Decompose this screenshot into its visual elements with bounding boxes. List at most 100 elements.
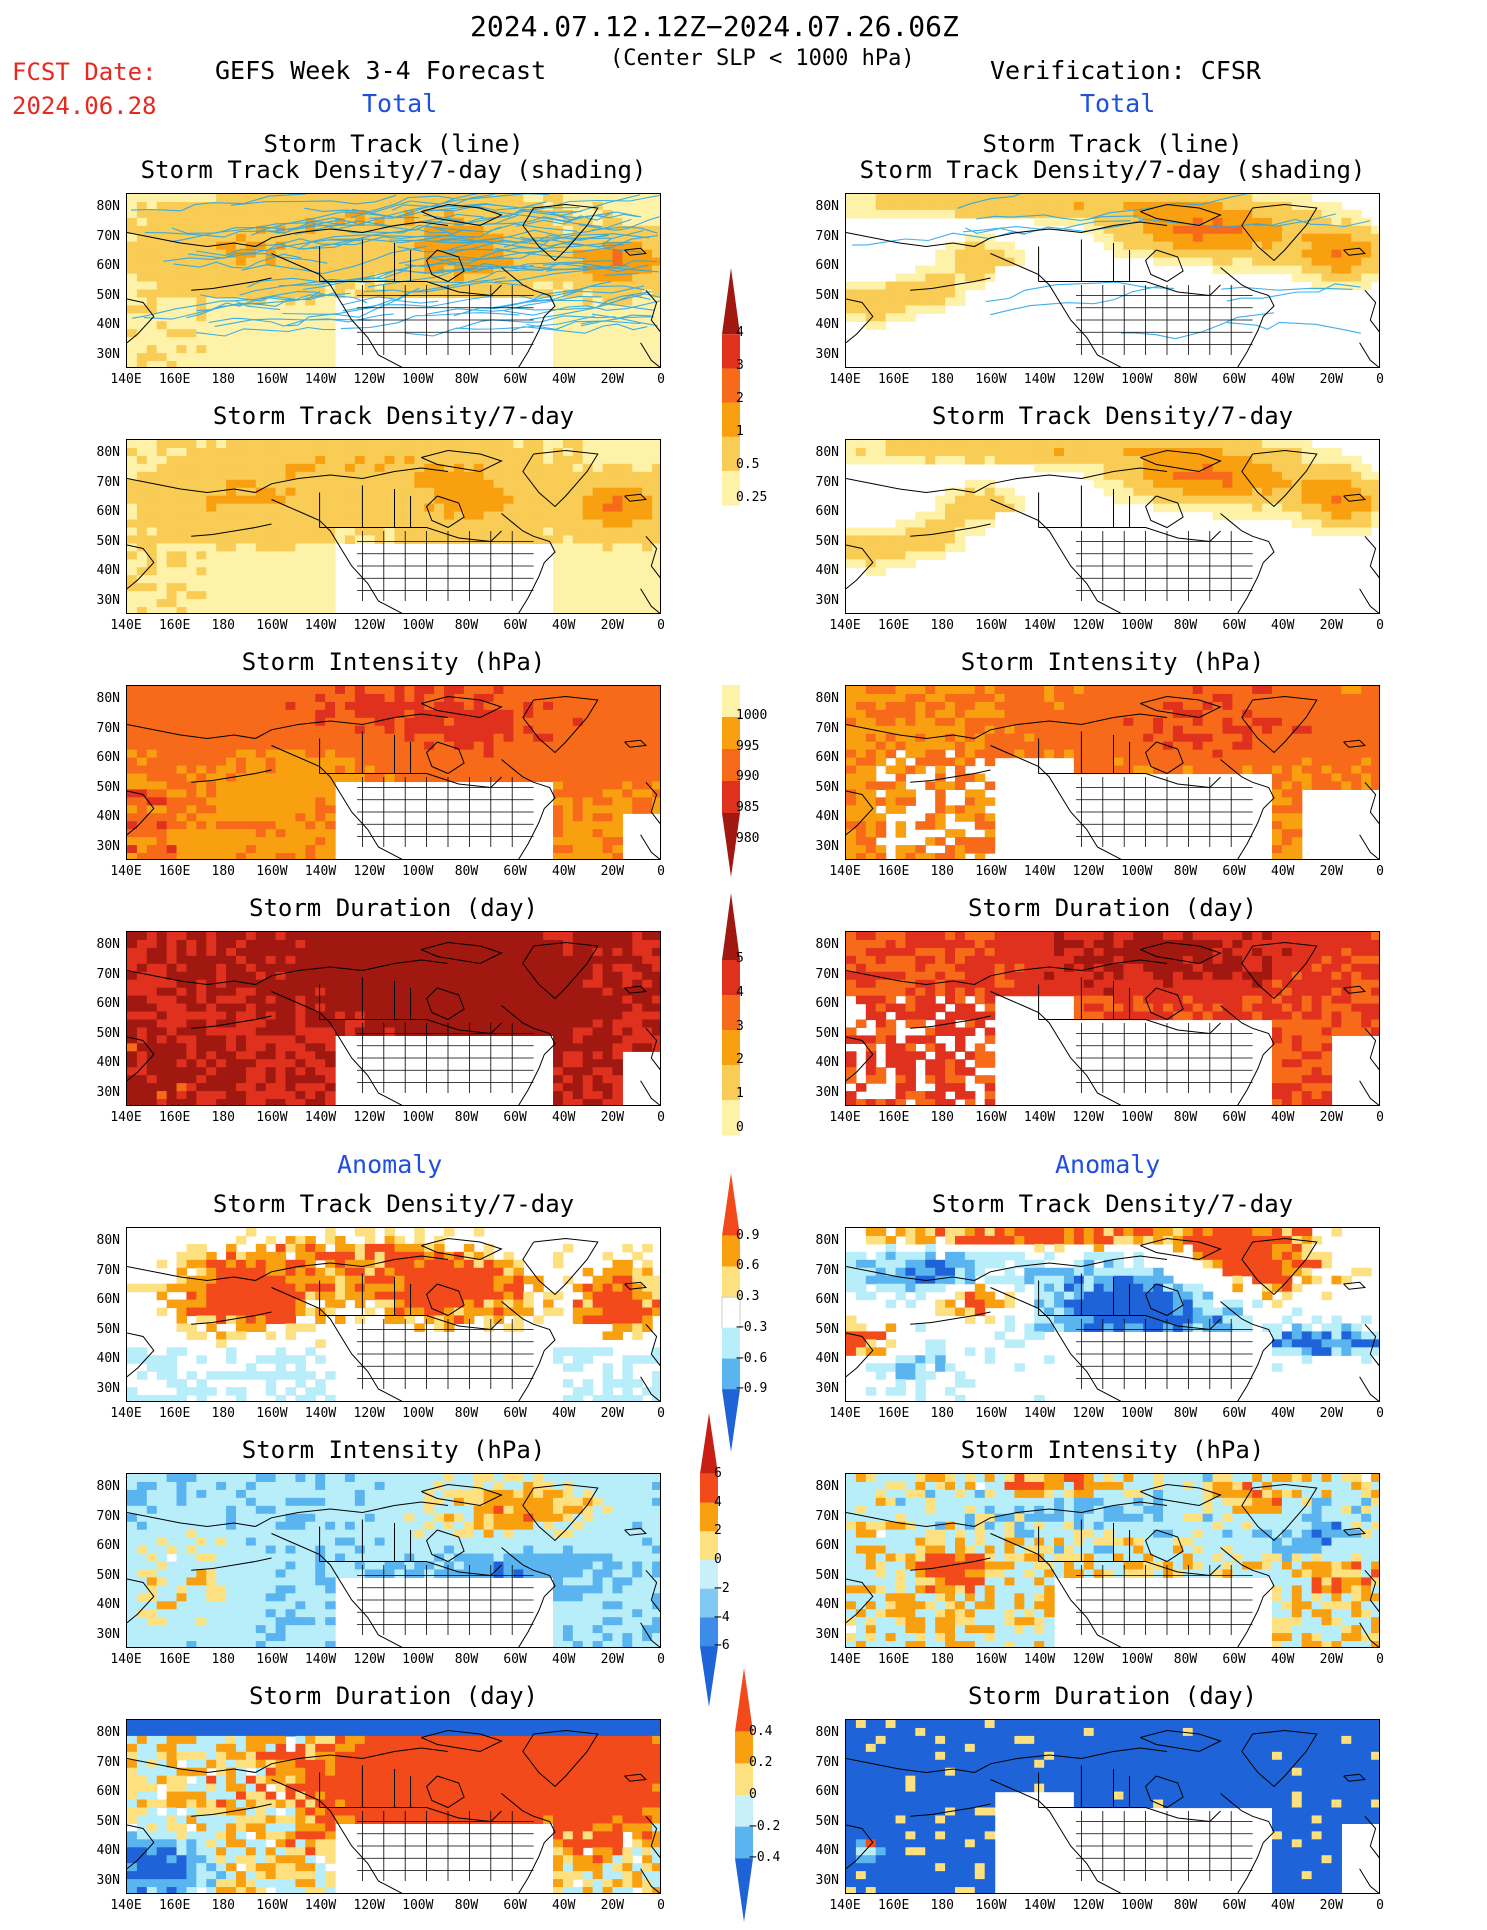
lat-tick-label: 70N	[88, 721, 120, 736]
lon-tick-label: 140W	[1020, 1110, 1060, 1125]
lon-tick-label: 80W	[446, 1110, 486, 1125]
lon-tick-label: 20W	[592, 1652, 632, 1667]
lon-tick-label: 160E	[874, 1652, 914, 1667]
colorbar-tick-label: 980	[736, 831, 759, 846]
lon-tick-label: 20W	[1311, 618, 1351, 633]
panel-title: Storm Track (line)	[845, 131, 1380, 158]
lat-tick-label: 80N	[88, 445, 120, 460]
lon-tick-label: 140E	[825, 1406, 865, 1421]
lon-tick-label: 160E	[874, 618, 914, 633]
lon-tick-label: 0	[1360, 618, 1400, 633]
colorbar-tick-label: 0.25	[736, 490, 767, 505]
lat-tick-label: 70N	[807, 475, 839, 490]
colorbar-tick-label: 4	[736, 985, 744, 1000]
lon-tick-label: 160E	[155, 1652, 195, 1667]
map-panel-dens_obs	[845, 439, 1380, 614]
map-panel-int_fcst	[126, 685, 661, 860]
lon-tick-label: 0	[641, 1652, 681, 1667]
lon-tick-label: 60W	[1214, 618, 1254, 633]
lat-tick-label: 80N	[807, 199, 839, 214]
lat-tick-label: 60N	[88, 1538, 120, 1553]
lon-tick-label: 140E	[825, 1652, 865, 1667]
lat-tick-label: 30N	[88, 839, 120, 854]
lat-tick-label: 80N	[807, 445, 839, 460]
lon-tick-label: 140E	[106, 1110, 146, 1125]
lat-tick-label: 50N	[807, 288, 839, 303]
colorbar-tick-label: 6	[714, 1466, 722, 1481]
lat-tick-label: 40N	[88, 809, 120, 824]
lon-tick-label: 180	[203, 1110, 243, 1125]
map-field	[846, 194, 1380, 368]
lat-tick-label: 30N	[807, 839, 839, 854]
lat-tick-label: 80N	[807, 1725, 839, 1740]
lon-tick-label: 80W	[446, 1406, 486, 1421]
lon-tick-label: 140E	[106, 618, 146, 633]
lat-tick-label: 80N	[88, 937, 120, 952]
lon-tick-label: 160W	[252, 864, 292, 879]
lon-tick-label: 0	[1360, 372, 1400, 387]
lat-tick-label: 80N	[807, 691, 839, 706]
lat-tick-label: 80N	[88, 691, 120, 706]
lon-tick-label: 160W	[971, 372, 1011, 387]
fcst-date-label: FCST Date:	[12, 55, 157, 89]
lon-tick-label: 60W	[495, 372, 535, 387]
total-label-left: Total	[362, 89, 437, 118]
lon-tick-label: 140E	[825, 372, 865, 387]
lon-tick-label: 120W	[1068, 864, 1108, 879]
lon-tick-label: 160W	[971, 1652, 1011, 1667]
colorbar-tick-label: 0.3	[736, 1289, 759, 1304]
lon-tick-label: 160E	[155, 372, 195, 387]
lon-tick-label: 0	[1360, 1406, 1400, 1421]
lon-tick-label: 140E	[106, 1652, 146, 1667]
panel-title: Storm Track Density/7-day	[126, 1191, 661, 1218]
panel-title: Storm Track (line)	[126, 131, 661, 158]
panel-title: Storm Duration (day)	[845, 1683, 1380, 1710]
lat-tick-label: 60N	[807, 750, 839, 765]
lon-tick-label: 40W	[1263, 1652, 1303, 1667]
lon-tick-label: 180	[203, 864, 243, 879]
lon-tick-label: 120W	[1068, 372, 1108, 387]
lon-tick-label: 20W	[1311, 372, 1351, 387]
anomaly-label-right: Anomaly	[1055, 1150, 1160, 1179]
colorbar-segment	[722, 1389, 740, 1452]
lat-tick-label: 70N	[88, 967, 120, 982]
panel-title: Storm Intensity (hPa)	[845, 649, 1380, 676]
lon-tick-label: 140W	[1020, 1652, 1060, 1667]
lat-tick-label: 70N	[88, 1755, 120, 1770]
lon-tick-label: 160W	[252, 1406, 292, 1421]
lat-tick-label: 70N	[807, 1755, 839, 1770]
lat-tick-label: 40N	[88, 563, 120, 578]
lon-tick-label: 160E	[155, 1898, 195, 1913]
lon-tick-label: 20W	[1311, 1652, 1351, 1667]
lon-tick-label: 100W	[398, 372, 438, 387]
lon-tick-label: 0	[1360, 1898, 1400, 1913]
lon-tick-label: 160W	[971, 864, 1011, 879]
colorbar-tick-label: 1000	[736, 708, 767, 723]
lat-tick-label: 60N	[807, 1538, 839, 1553]
lat-tick-label: 30N	[88, 1085, 120, 1100]
lat-tick-label: 50N	[807, 780, 839, 795]
lat-tick-label: 40N	[807, 1055, 839, 1070]
date-range-title: 2024.07.12.12Z−2024.07.26.06Z	[470, 10, 959, 43]
colorbar-tick-label: −0.9	[736, 1381, 767, 1396]
lon-tick-label: 0	[641, 618, 681, 633]
lon-tick-label: 180	[922, 1898, 962, 1913]
lon-tick-label: 100W	[1117, 618, 1157, 633]
lon-tick-label: 40W	[544, 864, 584, 879]
colorbar-tick-label: 4	[714, 1495, 722, 1510]
lon-tick-label: 140W	[301, 864, 341, 879]
colorbar-tick-label: −0.6	[736, 1351, 767, 1366]
lon-tick-label: 40W	[1263, 864, 1303, 879]
lon-tick-label: 140E	[825, 1898, 865, 1913]
panel-title: Storm Track Density/7-day	[845, 403, 1380, 430]
map-field	[127, 686, 661, 860]
lon-tick-label: 0	[641, 372, 681, 387]
map-field	[127, 440, 661, 614]
colorbar-tick-label: 2	[714, 1523, 722, 1538]
lon-tick-label: 120W	[1068, 1406, 1108, 1421]
lon-tick-label: 80W	[446, 372, 486, 387]
map-panel-dur_obs	[845, 931, 1380, 1106]
lat-tick-label: 40N	[807, 317, 839, 332]
lon-tick-label: 160W	[252, 372, 292, 387]
map-field	[127, 1474, 661, 1648]
